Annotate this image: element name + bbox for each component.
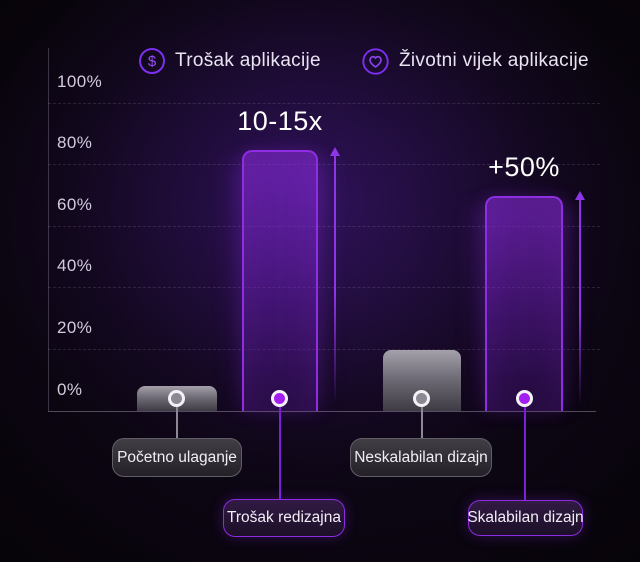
gridline-60 bbox=[48, 226, 600, 227]
bar-redesign-cost bbox=[242, 149, 318, 411]
callout-connector bbox=[279, 399, 281, 499]
marker-dot bbox=[271, 390, 288, 407]
callout-connector bbox=[176, 399, 178, 438]
callout-initial-investment: Početno ulaganje bbox=[112, 438, 242, 477]
y-tick-label: 60% bbox=[57, 195, 93, 214]
y-tick-label: 100% bbox=[57, 72, 103, 91]
legend-item-app-cost: $ Trošak aplikacije bbox=[139, 47, 321, 75]
callout-connector bbox=[524, 399, 526, 500]
y-axis-line bbox=[48, 48, 49, 411]
dollar-glyph: $ bbox=[147, 52, 157, 70]
growth-arrow-line bbox=[579, 199, 581, 405]
annotation-percent-gain: +50% bbox=[488, 152, 560, 182]
marker-dot bbox=[413, 390, 430, 407]
legend-item-app-lifespan: Životni vijek aplikacije bbox=[362, 47, 589, 75]
annotation-multiplier: 10-15x bbox=[237, 106, 323, 136]
y-tick-label: 40% bbox=[57, 256, 93, 275]
callout-redesign-cost: Trošak redizajna bbox=[223, 499, 345, 537]
marker-dot bbox=[516, 390, 533, 407]
growth-arrow-line bbox=[334, 155, 336, 405]
y-tick-label: 20% bbox=[57, 318, 93, 337]
callout-connector bbox=[421, 399, 423, 438]
growth-arrow-icon bbox=[330, 147, 340, 156]
heart-circle-icon bbox=[362, 47, 389, 75]
dollar-circle-icon: $ bbox=[139, 48, 165, 74]
gridline-80 bbox=[48, 164, 600, 165]
callout-scalable-design: Skalabilan dizajn bbox=[467, 500, 584, 536]
marker-dot bbox=[168, 390, 185, 407]
legend-label: Životni vijek aplikacije bbox=[399, 50, 589, 71]
bar-scalable-design bbox=[485, 195, 563, 411]
x-axis-line bbox=[48, 411, 596, 412]
y-tick-label: 80% bbox=[57, 133, 93, 152]
gridline-20 bbox=[48, 349, 600, 350]
legend-label: Trošak aplikacije bbox=[175, 50, 321, 71]
callout-unscalable-design: Neskalabilan dizajn bbox=[350, 438, 492, 477]
gridline-40 bbox=[48, 287, 600, 288]
gridline-100 bbox=[48, 103, 600, 104]
y-tick-label: 0% bbox=[57, 380, 83, 399]
growth-arrow-icon bbox=[575, 191, 585, 200]
